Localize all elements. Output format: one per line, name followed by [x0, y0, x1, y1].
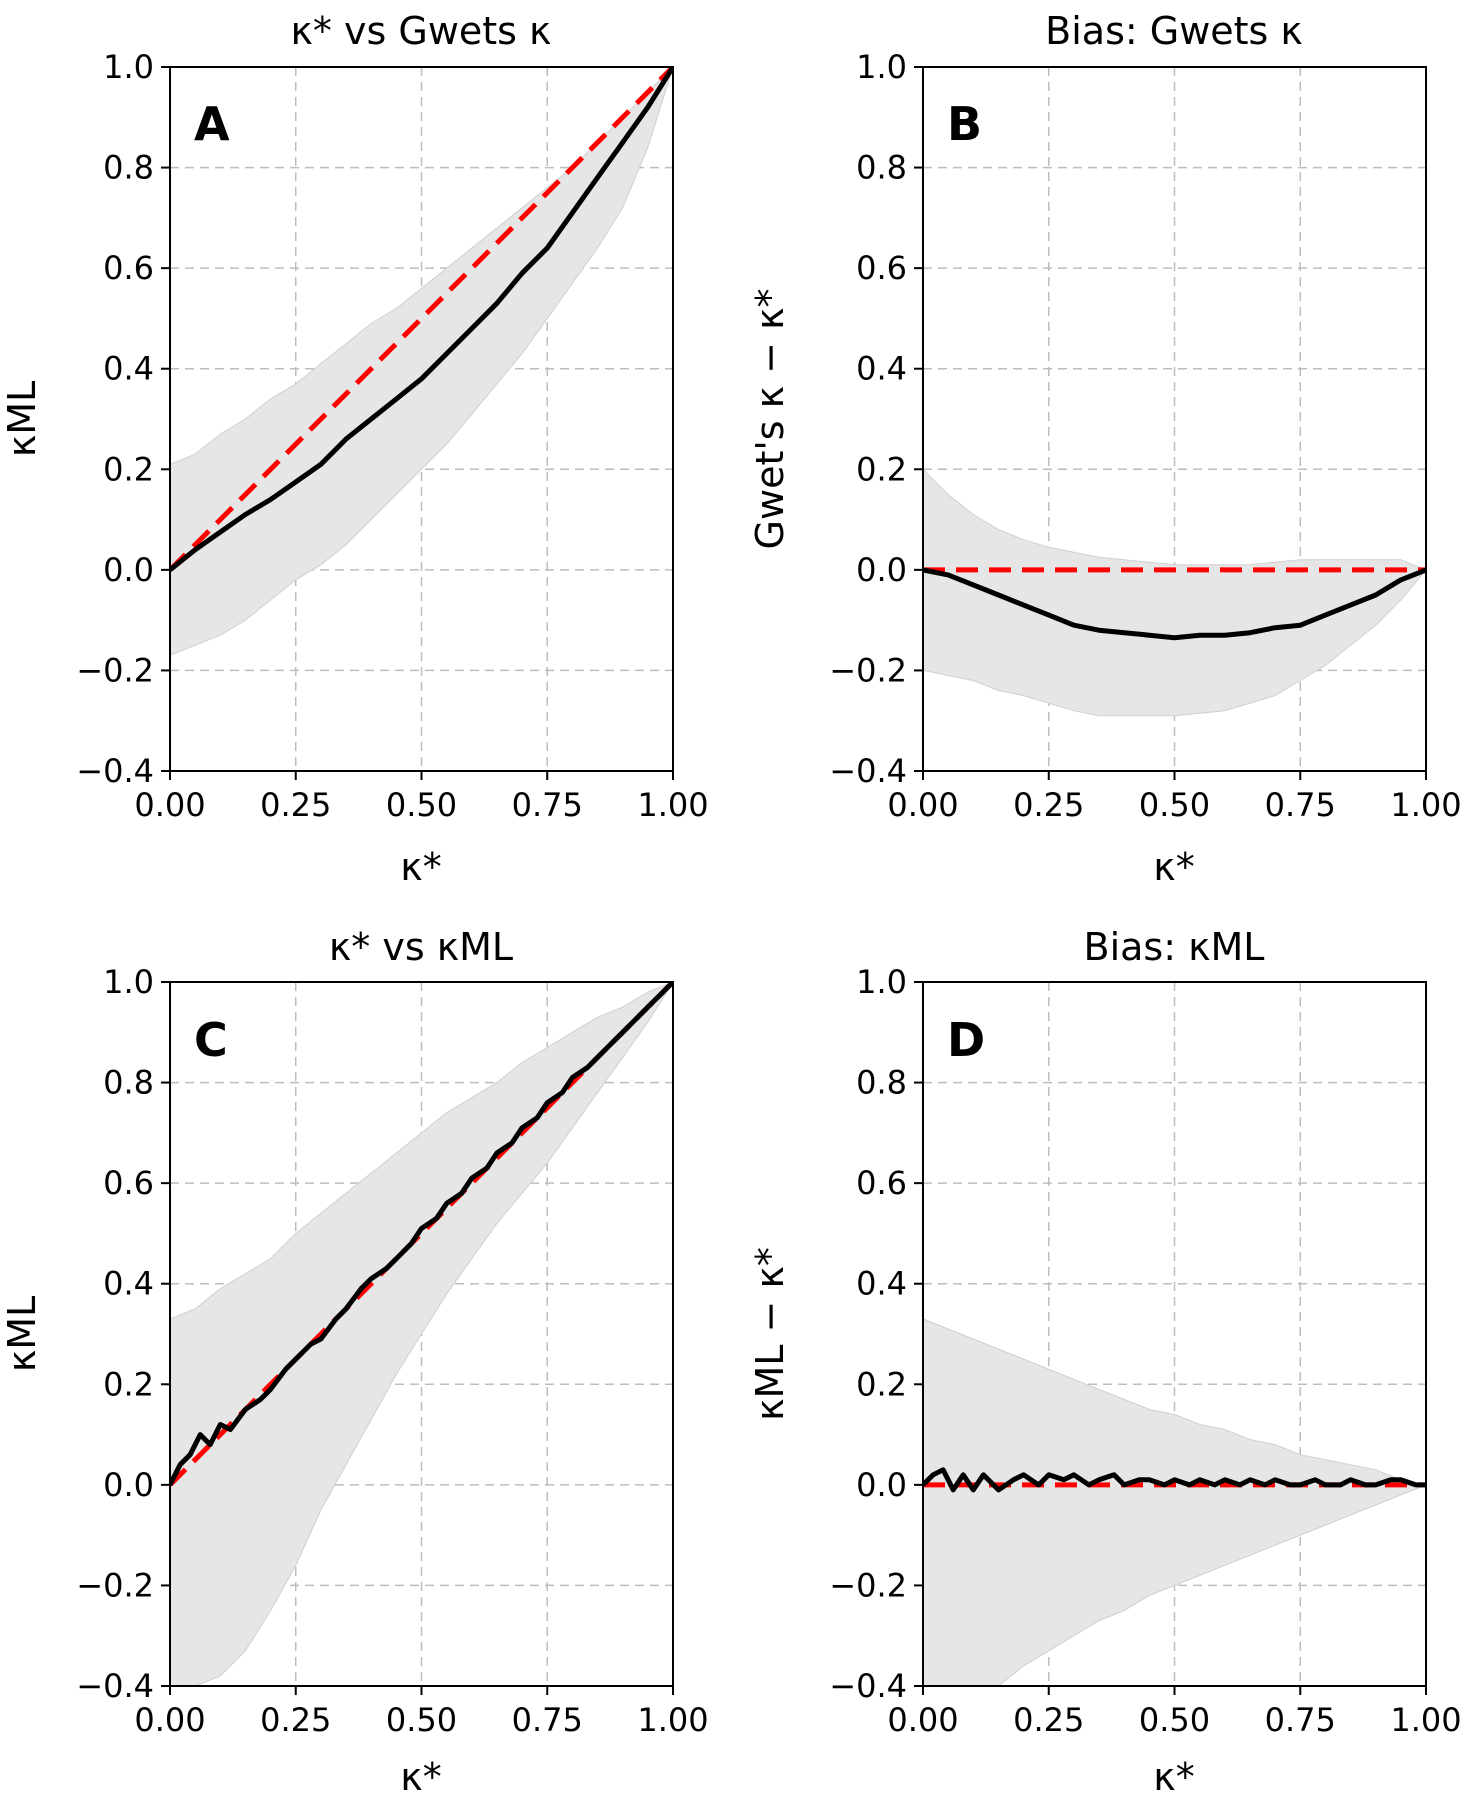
y-tick-label: 0.2 — [856, 1365, 907, 1403]
x-tick-label: 0.00 — [134, 786, 205, 824]
x-tick-label: 0.75 — [512, 786, 583, 824]
panel-d: 0.00 0.25 0.50 0.75 1.00 −0.4 −0.2 0.0 0.2 0.4 0.6… — [748, 925, 1462, 1799]
x-tick-label: 0.25 — [1013, 786, 1084, 824]
x-tick-label: 0.75 — [512, 1701, 583, 1739]
y-axis-label: κML − κ* — [748, 1247, 792, 1421]
y-tick-label: −0.2 — [829, 1566, 907, 1604]
axes-frame-c — [169, 981, 674, 1687]
y-tick-label: 0.2 — [856, 450, 907, 488]
panel-a: 0.00 0.25 0.50 0.75 1.00 −0.4 −0.2 0.0 0.2 0.4 0.6… — [0, 9, 709, 889]
y-axis-label: Gwet's κ − κ* — [748, 289, 792, 550]
panel-title: κ* vs κML — [329, 925, 513, 969]
x-tick-label: 0.00 — [134, 1701, 205, 1739]
x-tick-label: 1.00 — [637, 1701, 708, 1739]
x-axis-label: κ* — [400, 1755, 441, 1799]
lines-d — [923, 1467, 1426, 1493]
confidence-band — [170, 982, 673, 1686]
y-axis-label: κML — [0, 381, 44, 457]
y-tick-label: 0.0 — [856, 1466, 907, 1504]
x-tick-label: 0.00 — [887, 786, 958, 824]
series-line-mean — [170, 67, 673, 572]
y-tick-label: 0.6 — [103, 1164, 154, 1202]
band-c — [170, 982, 673, 1686]
panel-title: κ* vs Gwets κ — [291, 9, 552, 53]
x-axis-label: κ* — [400, 845, 441, 889]
x-tick-label: 1.00 — [637, 786, 708, 824]
x-tick-label: 0.75 — [1265, 786, 1336, 824]
panel-c: 0.00 0.25 0.50 0.75 1.00 −0.4 −0.2 0.0 0.2 0.4 0.6… — [0, 925, 709, 1799]
confidence-band — [170, 67, 673, 656]
y-tick-label: −0.4 — [76, 752, 154, 790]
x-tick-label: 0.50 — [1139, 786, 1210, 824]
y-tick-label: 0.8 — [103, 149, 154, 187]
y-tick-label: 0.4 — [103, 350, 154, 388]
y-tick-label: 1.0 — [856, 963, 907, 1001]
ticks-c: 0.00 0.25 0.50 0.75 1.00 −0.4 −0.2 0.0 0.2 0.4 0.6… — [76, 963, 708, 1739]
axes-frame-a — [169, 66, 674, 772]
panel-title: Bias: Gwets κ — [1045, 9, 1303, 53]
y-tick-label: 0.8 — [103, 1064, 154, 1102]
x-tick-label: 0.00 — [887, 1701, 958, 1739]
y-tick-label: 0.0 — [103, 1466, 154, 1504]
x-tick-label: 1.00 — [1390, 1701, 1461, 1739]
series-line-bias — [923, 567, 1426, 641]
band-b — [923, 468, 1426, 717]
y-tick-label: 0.0 — [856, 551, 907, 589]
x-axis-label: κ* — [1153, 1755, 1194, 1799]
y-tick-label: 0.0 — [103, 551, 154, 589]
lines-b — [923, 567, 1426, 641]
confidence-band — [923, 468, 1426, 717]
band-d — [923, 1318, 1426, 1686]
x-tick-label: 0.50 — [386, 1701, 457, 1739]
series-line-mean — [170, 982, 673, 1487]
y-tick-label: 0.4 — [856, 1265, 907, 1303]
x-axis-label: κ* — [1153, 845, 1194, 889]
panel-label: B — [947, 97, 982, 151]
confidence-band — [923, 1318, 1426, 1686]
y-tick-label: 0.6 — [856, 1164, 907, 1202]
x-tick-label: 0.25 — [1013, 1701, 1084, 1739]
y-tick-label: 1.0 — [103, 48, 154, 86]
ticks-a: 0.00 0.25 0.50 0.75 1.00 −0.4 −0.2 0.0 0.2 0.4 0.6… — [76, 48, 708, 824]
y-tick-label: 1.0 — [856, 48, 907, 86]
x-tick-label: 0.75 — [1265, 1701, 1336, 1739]
y-tick-label: −0.2 — [76, 651, 154, 689]
y-tick-label: 0.2 — [103, 450, 154, 488]
ticks-b: 0.00 0.25 0.50 0.75 1.00 −0.4 −0.2 0.0 0.2 0.4 0.6… — [829, 48, 1461, 824]
series-line-identity — [170, 67, 673, 572]
y-tick-label: 0.6 — [856, 249, 907, 287]
panel-label: D — [947, 1013, 985, 1067]
y-tick-label: 0.4 — [103, 1265, 154, 1303]
y-tick-label: −0.2 — [829, 651, 907, 689]
y-tick-label: 0.8 — [856, 1064, 907, 1102]
band-a — [170, 67, 673, 656]
panel-label: A — [194, 97, 230, 151]
series-line-bias — [923, 1467, 1426, 1493]
y-tick-label: −0.4 — [829, 1667, 907, 1705]
panel-title: Bias: κML — [1084, 925, 1265, 969]
x-tick-label: 0.25 — [260, 786, 331, 824]
y-tick-label: −0.2 — [76, 1566, 154, 1604]
axes-frame-d — [922, 981, 1427, 1687]
y-tick-label: −0.4 — [76, 1667, 154, 1705]
axes-frame-b — [922, 66, 1427, 772]
panel-label: C — [194, 1013, 228, 1067]
y-tick-label: 0.6 — [103, 249, 154, 287]
y-tick-label: 0.4 — [856, 350, 907, 388]
y-tick-label: 0.8 — [856, 149, 907, 187]
y-tick-label: 1.0 — [103, 963, 154, 1001]
x-tick-label: 0.25 — [260, 1701, 331, 1739]
x-tick-label: 1.00 — [1390, 786, 1461, 824]
y-tick-label: 0.2 — [103, 1365, 154, 1403]
y-tick-label: −0.4 — [829, 752, 907, 790]
ticks-d: 0.00 0.25 0.50 0.75 1.00 −0.4 −0.2 0.0 0.2 0.4 0.6… — [829, 963, 1461, 1739]
x-tick-label: 0.50 — [1139, 1701, 1210, 1739]
lines-a — [170, 67, 673, 572]
lines-c — [170, 982, 673, 1487]
panel-b: 0.00 0.25 0.50 0.75 1.00 −0.4 −0.2 0.0 0.2 0.4 0.6… — [748, 9, 1462, 889]
x-tick-label: 0.50 — [386, 786, 457, 824]
y-axis-label: κML — [0, 1296, 44, 1372]
